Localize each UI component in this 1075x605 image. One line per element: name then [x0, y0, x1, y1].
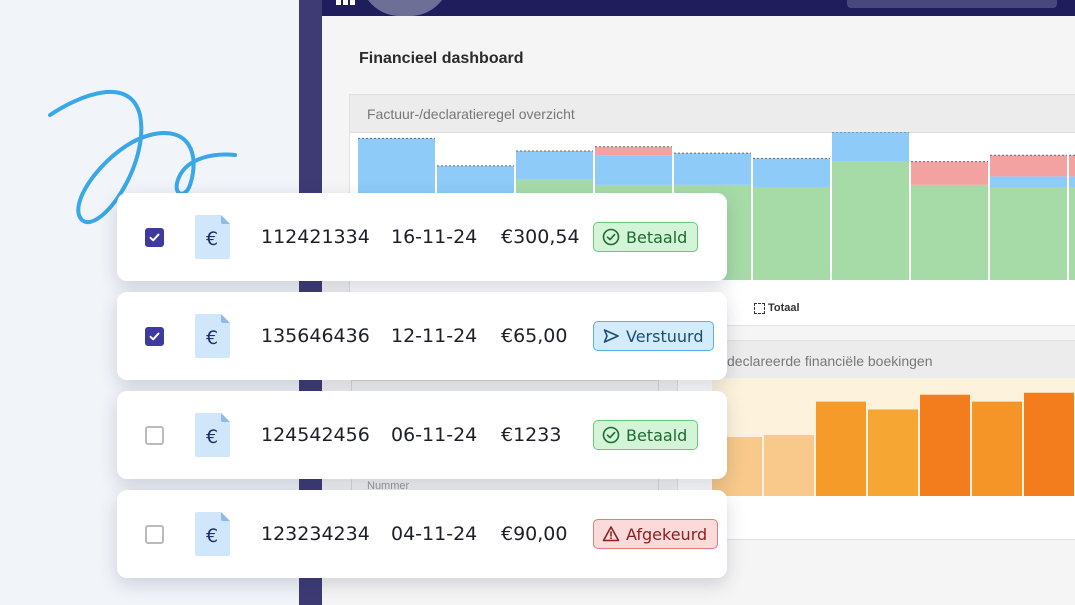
bar-segment[interactable] — [990, 186, 1067, 280]
bar-segment[interactable] — [595, 146, 672, 156]
euro-document-icon: € — [195, 512, 230, 556]
status-label: Betaald — [626, 425, 688, 445]
panel-title: declareerde financiële boekingen — [727, 353, 933, 369]
status-label: Betaald — [626, 227, 688, 247]
bookings-bar[interactable] — [764, 435, 814, 496]
doc-symbol: € — [206, 525, 218, 547]
invoice-row[interactable]: € 124542456 06-11-24 €1233 Betaald — [117, 391, 727, 479]
invoice-amount: €300,54 — [501, 226, 580, 248]
invoice-number: 124542456 — [261, 424, 370, 446]
bar-segment[interactable] — [753, 186, 830, 280]
nummer-label: Nummer — [367, 480, 410, 492]
invoice-number: 135646436 — [261, 325, 370, 347]
panel-title: Factuur-/declaratieregel overzicht — [367, 106, 575, 122]
status-label: Afgekeurd — [626, 524, 708, 544]
invoice-date: 16-11-24 — [391, 226, 478, 248]
invoice-amount: €90,00 — [501, 523, 568, 545]
bar-segment[interactable] — [1069, 186, 1075, 280]
invoice-row[interactable]: € 135646436 12-11-24 €65,00 Verstuurd — [117, 292, 727, 380]
invoice-amount: €65,00 — [501, 325, 568, 347]
row-checkbox[interactable] — [145, 525, 164, 544]
invoice-date: 06-11-24 — [391, 424, 478, 446]
scribble-decoration — [48, 89, 237, 224]
apps-grid-icon[interactable] — [336, 0, 356, 5]
euro-document-icon: € — [195, 314, 230, 358]
euro-document-icon: € — [195, 413, 230, 457]
row-checkbox[interactable] — [145, 228, 164, 247]
bookings-bar[interactable] — [972, 401, 1022, 496]
status-label: Verstuurd — [626, 326, 704, 346]
checkmark-icon — [149, 332, 160, 341]
check-circle-icon — [602, 228, 620, 246]
bar-segment[interactable] — [911, 161, 988, 185]
invoice-row[interactable]: € 112421334 16-11-24 €300,54 Betaald — [117, 193, 727, 281]
check-circle-icon — [602, 426, 620, 444]
doc-symbol: € — [206, 426, 218, 448]
warning-triangle-icon — [602, 525, 620, 543]
invoice-number: 112421334 — [261, 226, 370, 248]
send-icon — [602, 327, 620, 345]
invoice-date: 04-11-24 — [391, 523, 478, 545]
bar-segment[interactable] — [990, 176, 1067, 187]
page-title: Financieel dashboard — [359, 50, 524, 67]
status-badge: Verstuurd — [593, 321, 715, 351]
bookings-bar[interactable] — [816, 401, 866, 496]
invoice-row[interactable]: € 123234234 04-11-24 €90,00 Afgekeurd — [117, 490, 727, 578]
doc-symbol: € — [206, 327, 218, 349]
bookings-bar[interactable] — [920, 394, 970, 496]
bar-segment[interactable] — [911, 184, 988, 280]
bookings-bar[interactable] — [868, 409, 918, 496]
bookings-bar-chart — [712, 378, 1075, 496]
bar-segment[interactable] — [1069, 155, 1075, 177]
bar-segment[interactable] — [516, 151, 593, 180]
status-badge: Afgekeurd — [593, 519, 719, 549]
bar-segment[interactable] — [990, 155, 1067, 177]
euro-document-icon: € — [195, 215, 230, 259]
invoice-amount: €1233 — [501, 424, 562, 446]
invoice-number: 123234234 — [261, 523, 370, 545]
row-checkbox[interactable] — [145, 327, 164, 346]
row-checkbox[interactable] — [145, 426, 164, 445]
bar-segment[interactable] — [674, 153, 751, 185]
app-top-bar — [322, 0, 1075, 16]
bar-segment[interactable] — [832, 132, 909, 162]
checkmark-icon — [149, 233, 160, 242]
doc-symbol: € — [206, 228, 218, 250]
status-badge: Betaald — [593, 420, 699, 450]
status-badge: Betaald — [593, 222, 699, 252]
legend-swatch-icon — [754, 302, 765, 314]
bookings-bar[interactable] — [1024, 392, 1074, 496]
bar-segment[interactable] — [832, 161, 909, 280]
search-input[interactable] — [847, 0, 1057, 8]
legend-label: Totaal — [768, 302, 800, 314]
bar-segment[interactable] — [753, 158, 830, 187]
bar-segment[interactable] — [595, 155, 672, 185]
legend-total[interactable]: Totaal — [754, 302, 800, 314]
panel-header: Factuur-/declaratieregel overzicht — [350, 95, 1075, 133]
panel-header — [678, 341, 1075, 379]
bar-segment[interactable] — [1069, 176, 1075, 187]
invoice-date: 12-11-24 — [391, 325, 478, 347]
brand-logo — [360, 0, 450, 16]
